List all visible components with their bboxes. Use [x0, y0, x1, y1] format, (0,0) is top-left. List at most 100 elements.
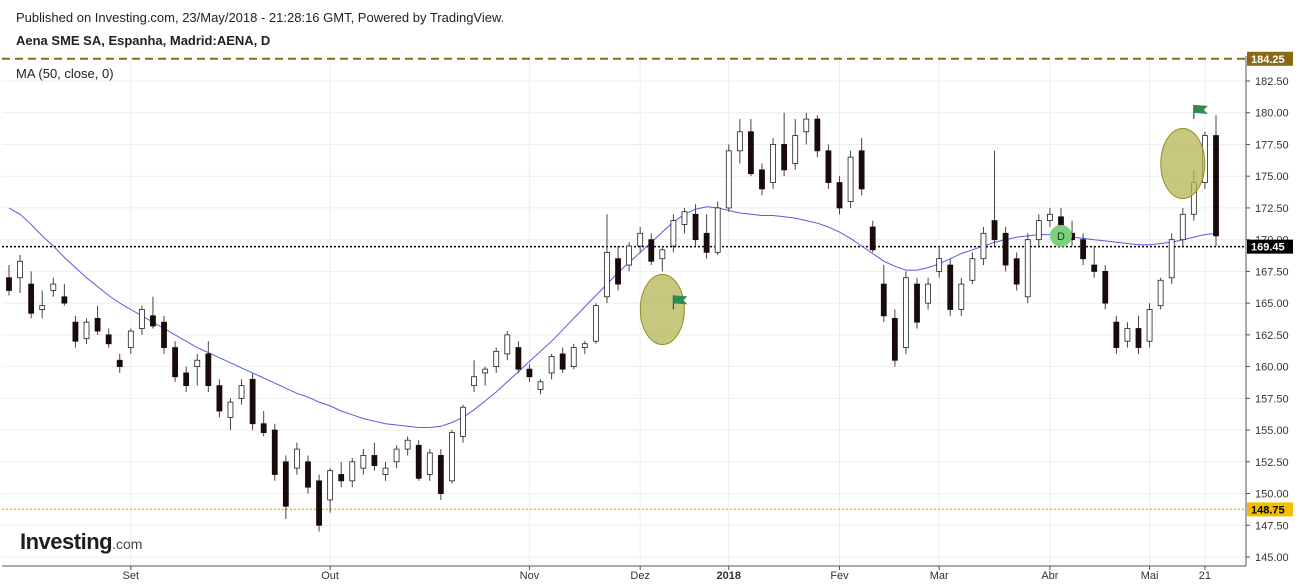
candle-up[interactable]: [493, 350, 500, 368]
candle-up[interactable]: [736, 131, 743, 152]
candle-down[interactable]: [338, 474, 345, 482]
candle-down[interactable]: [205, 353, 212, 387]
candle-up[interactable]: [327, 470, 334, 501]
candle-down[interactable]: [692, 213, 699, 241]
candle-down[interactable]: [305, 461, 311, 488]
candle-up[interactable]: [958, 283, 965, 310]
candle-up[interactable]: [83, 321, 90, 340]
candle-down[interactable]: [515, 347, 522, 370]
candle-up[interactable]: [426, 452, 433, 475]
dividend-marker-icon[interactable]: [1049, 224, 1072, 247]
candle-down[interactable]: [437, 455, 444, 494]
candle-down[interactable]: [415, 444, 422, 479]
candle-down[interactable]: [216, 385, 223, 412]
candle-up[interactable]: [194, 359, 201, 367]
candle-up[interactable]: [1168, 239, 1175, 279]
candle-down[interactable]: [526, 368, 533, 378]
candle-up[interactable]: [1046, 213, 1053, 222]
candle-up[interactable]: [1146, 309, 1153, 342]
candle-up[interactable]: [581, 343, 588, 348]
candle-down[interactable]: [61, 296, 68, 304]
candle-down[interactable]: [249, 378, 256, 425]
candle-up[interactable]: [138, 309, 145, 329]
candle-down[interactable]: [371, 455, 378, 467]
candle-up[interactable]: [349, 461, 356, 482]
candle-up[interactable]: [1035, 220, 1042, 241]
candle-up[interactable]: [659, 249, 666, 260]
candle-up[interactable]: [925, 283, 931, 304]
candle-down[interactable]: [172, 347, 179, 378]
candle-down[interactable]: [759, 169, 765, 190]
candle-down[interactable]: [1091, 264, 1098, 272]
candle-up[interactable]: [50, 283, 57, 291]
candle-up[interactable]: [294, 448, 300, 469]
candle-up[interactable]: [847, 156, 854, 202]
candle-down[interactable]: [1135, 328, 1142, 348]
candle-up[interactable]: [449, 432, 455, 482]
candle-down[interactable]: [947, 264, 954, 310]
candle-down[interactable]: [559, 353, 566, 370]
candle-up[interactable]: [404, 439, 411, 450]
candle-down[interactable]: [1080, 239, 1087, 260]
candle-down[interactable]: [615, 258, 621, 285]
candle-down[interactable]: [260, 423, 267, 434]
candle-down[interactable]: [6, 277, 12, 291]
candle-up[interactable]: [604, 251, 610, 298]
highlight-ellipse[interactable]: [1160, 128, 1206, 200]
candle-up[interactable]: [969, 258, 976, 281]
candle-down[interactable]: [316, 480, 322, 526]
candle-down[interactable]: [28, 283, 35, 314]
candle-up[interactable]: [792, 135, 799, 164]
candle-down[interactable]: [183, 372, 190, 387]
candle-up[interactable]: [770, 144, 776, 183]
candle-down[interactable]: [1213, 135, 1219, 237]
candle-down[interactable]: [271, 429, 278, 475]
candle-down[interactable]: [161, 321, 167, 348]
candle-up[interactable]: [1124, 328, 1131, 342]
candle-down[interactable]: [1113, 321, 1120, 348]
candle-down[interactable]: [836, 182, 843, 209]
candle-up[interactable]: [725, 150, 732, 209]
candle-up[interactable]: [360, 455, 367, 469]
candle-down[interactable]: [703, 232, 710, 253]
candle-down[interactable]: [880, 283, 887, 317]
candle-up[interactable]: [460, 406, 466, 437]
candle-up[interactable]: [570, 347, 577, 367]
candle-down[interactable]: [1102, 270, 1109, 304]
candle-down[interactable]: [1002, 232, 1009, 266]
candle-up[interactable]: [482, 368, 489, 374]
candle-up[interactable]: [1157, 279, 1164, 307]
candle-up[interactable]: [393, 448, 400, 463]
candle-down[interactable]: [648, 239, 655, 262]
candle-down[interactable]: [282, 461, 289, 507]
candle-up[interactable]: [537, 381, 544, 390]
candle-up[interactable]: [238, 385, 245, 399]
candle-up[interactable]: [936, 258, 943, 272]
candle-down[interactable]: [150, 315, 156, 327]
candle-up[interactable]: [637, 232, 644, 247]
candle-up[interactable]: [980, 232, 987, 260]
candle-up[interactable]: [1179, 213, 1186, 241]
candle-down[interactable]: [869, 226, 876, 251]
candle-up[interactable]: [504, 334, 511, 355]
candle-up[interactable]: [227, 401, 234, 418]
candle-up[interactable]: [39, 305, 46, 310]
candle-down[interactable]: [891, 317, 898, 361]
flag-icon[interactable]: [673, 295, 688, 305]
candle-up[interactable]: [803, 118, 810, 133]
candle-up[interactable]: [681, 211, 688, 225]
candle-down[interactable]: [116, 359, 123, 367]
candle-down[interactable]: [72, 321, 79, 342]
candle-up[interactable]: [1024, 239, 1031, 298]
candle-up[interactable]: [670, 220, 677, 247]
candle-down[interactable]: [781, 144, 788, 171]
candle-up[interactable]: [548, 356, 555, 374]
flag-icon[interactable]: [1193, 104, 1208, 114]
candle-down[interactable]: [748, 131, 754, 175]
candle-down[interactable]: [858, 150, 865, 190]
candle-down[interactable]: [1013, 258, 1020, 285]
candle-down[interactable]: [105, 334, 112, 345]
candle-down[interactable]: [94, 317, 101, 332]
candle-up[interactable]: [592, 305, 599, 342]
